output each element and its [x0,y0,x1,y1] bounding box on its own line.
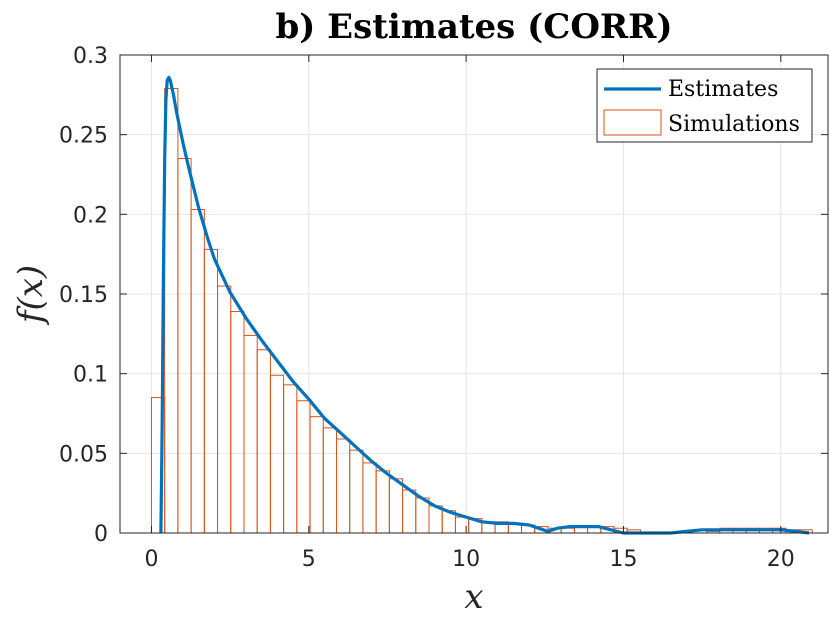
y-tick-label: 0.3 [73,44,108,69]
x-tick-label: 20 [767,547,795,572]
legend-box [596,68,813,143]
x-axis-ticks: 0 5 10 15 20 [144,55,795,572]
x-axis-label: x [464,577,483,617]
y-tick-label: 0.25 [59,124,108,149]
x-tick-label: 5 [302,547,316,572]
legend: Estimates Simulations [596,68,813,143]
y-tick-label: 0 [94,522,108,547]
legend-simulations-swatch [603,109,662,136]
x-tick-label: 15 [609,547,637,572]
legend-simulations-label: Simulations [668,112,800,137]
y-axis-ticks: 0 0.05 0.1 0.15 0.2 0.25 0.3 [59,44,828,547]
y-tick-label: 0.05 [59,442,108,467]
x-tick-label: 10 [452,547,480,572]
legend-estimates-label: Estimates [668,77,778,102]
chart-title: b) Estimates (CORR) [275,7,672,47]
y-tick-label: 0.2 [73,203,108,228]
y-tick-label: 0.1 [73,363,108,388]
x-tick-label: 0 [144,547,158,572]
y-tick-label: 0.15 [59,283,108,308]
y-axis-label: f(x) [11,265,51,326]
